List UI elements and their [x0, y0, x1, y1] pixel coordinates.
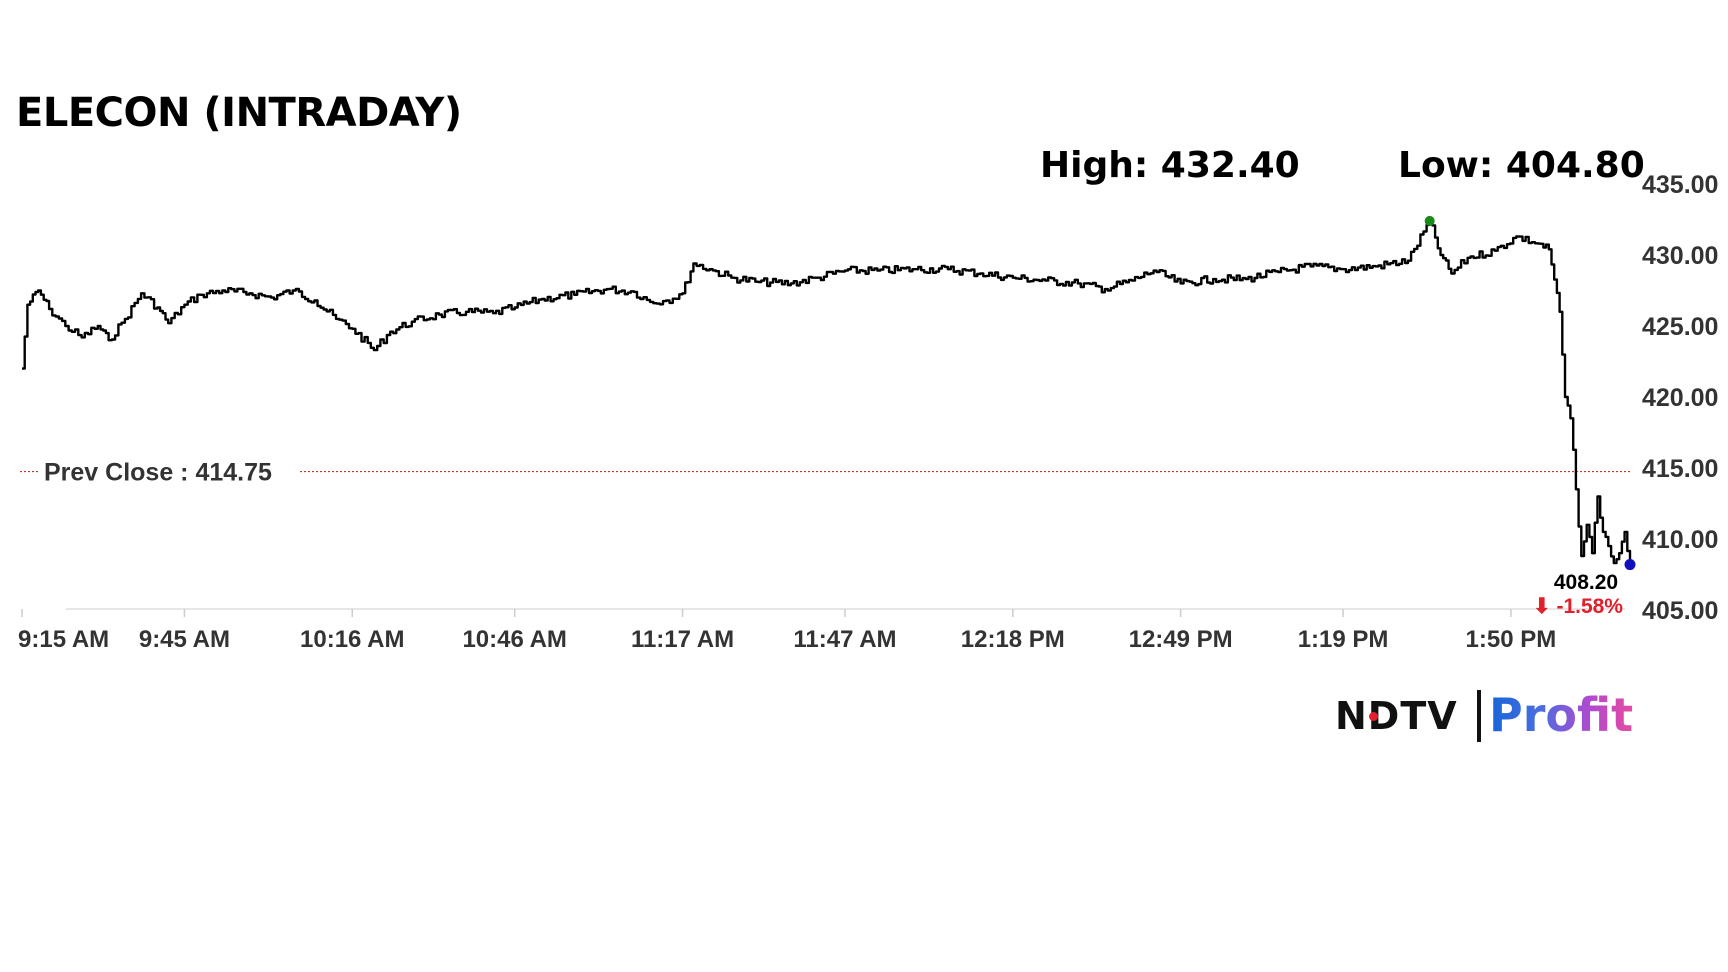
- x-tick-label: 9:15 AM: [18, 626, 109, 653]
- last-price-marker: [1624, 559, 1636, 571]
- logo-separator: [1477, 690, 1481, 742]
- y-tick-label: 410.00: [1642, 526, 1718, 554]
- x-tick-label: 1:19 PM: [1298, 626, 1389, 653]
- x-axis-ticks: 9:15 AM 9:45 AM 10:16 AM 10:46 AM 11:17 AM 11…: [18, 609, 1556, 653]
- y-tick-label: 430.00: [1642, 242, 1718, 270]
- x-tick-label: 11:17 AM: [631, 626, 734, 653]
- x-tick-label: 10:46 AM: [462, 626, 566, 653]
- y-tick-label: 420.00: [1642, 384, 1718, 412]
- intraday-chart: 435.00 430.00 425.00 420.00 415.00 410.00 405.…: [18, 171, 1718, 653]
- ndtv-profit-logo: NDTV Profit: [1335, 688, 1633, 742]
- high-marker: [1424, 215, 1435, 226]
- profit-wordmark: Profit: [1489, 688, 1634, 742]
- low-label: Low: 404.80: [1398, 145, 1645, 186]
- x-tick-label: 12:18 PM: [961, 626, 1065, 653]
- x-tick-label: 12:49 PM: [1129, 626, 1233, 653]
- high-label: High: 432.40: [1040, 145, 1300, 186]
- price-line: [22, 219, 1632, 565]
- ndtv-wordmark: NDTV: [1335, 694, 1458, 738]
- prev-close-label: Prev Close : 414.75: [44, 459, 272, 487]
- chart-title: ELECON (INTRADAY): [16, 90, 462, 136]
- x-tick-label: 1:50 PM: [1466, 626, 1557, 653]
- x-tick-label: 11:47 AM: [793, 626, 896, 653]
- y-axis-ticks: 435.00 430.00 425.00 420.00 415.00 410.00 405.…: [1642, 171, 1718, 625]
- logo-dot-icon: [1369, 712, 1378, 721]
- x-tick-label: 10:16 AM: [300, 626, 404, 653]
- x-tick-label: 9:45 AM: [139, 626, 230, 653]
- y-tick-label: 415.00: [1642, 455, 1718, 483]
- y-tick-label: 405.00: [1642, 597, 1718, 625]
- y-tick-label: 425.00: [1642, 313, 1718, 341]
- last-price-label: 408.20: [1554, 571, 1618, 594]
- change-percent-label: ⬇ -1.58%: [1533, 595, 1623, 618]
- y-tick-label: 435.00: [1642, 171, 1718, 199]
